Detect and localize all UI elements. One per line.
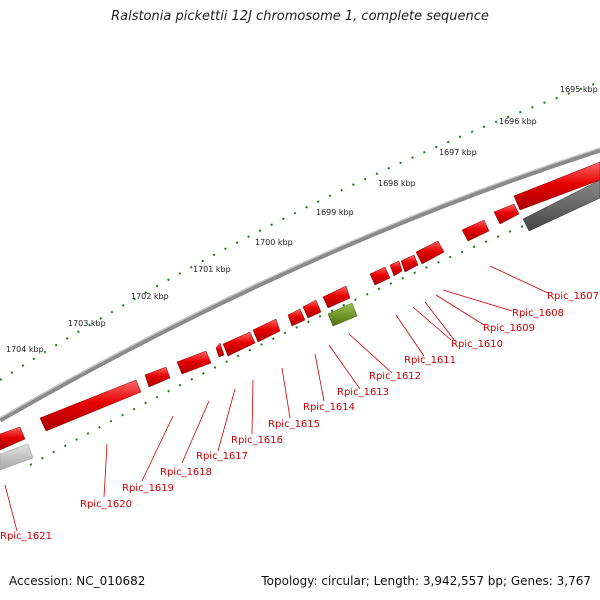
gene-feature (389, 260, 403, 277)
gene-label-rpic-1612: Rpic_1612 (369, 371, 421, 382)
gene-label-lines (4, 265, 549, 532)
gene-feature (493, 203, 520, 225)
gene-features (0, 161, 600, 471)
gene-label-rpic-1618: Rpic_1618 (160, 467, 212, 478)
kbp-label-1702: 1702 kbp (131, 292, 169, 301)
gene-label-rpic-1615: Rpic_1615 (268, 419, 320, 430)
gene-feature (400, 254, 419, 273)
kbp-label-1697: 1697 kbp (439, 148, 477, 157)
kbp-label-1703: 1703 kbp (68, 319, 106, 328)
kbp-label-1699: 1699 kbp (316, 208, 354, 217)
gene-label-rpic-1608: Rpic_1608 (512, 308, 564, 319)
gene-label-rpic-1620: Rpic_1620 (80, 499, 132, 510)
gene-feature (252, 318, 281, 343)
gene-feature (369, 266, 391, 286)
gene-feature-other (0, 443, 34, 471)
gene-feature (176, 350, 212, 375)
gene-feature-selected (327, 302, 358, 327)
kbp-label-1695: 1695 kbp (560, 85, 598, 94)
gene-label-rpic-1619: Rpic_1619 (122, 483, 174, 494)
gene-label-rpic-1610: Rpic_1610 (451, 339, 503, 350)
gene-feature (461, 219, 490, 242)
gene-feature (302, 299, 322, 319)
gene-label-rpic-1607: Rpic_1607 (547, 291, 599, 302)
inner-scale-ticks (29, 194, 600, 466)
gene-labels: Rpic_1607 Rpic_1608 Rpic_1609 Rpic_1610 … (0, 291, 599, 542)
gene-feature (39, 379, 142, 432)
gene-label-rpic-1613: Rpic_1613 (337, 387, 389, 398)
gene-label-rpic-1617: Rpic_1617 (196, 451, 248, 462)
accession-text: Accession: NC_010682 (9, 574, 146, 588)
gene-label-rpic-1611: Rpic_1611 (404, 355, 456, 366)
gene-label-rpic-1621: Rpic_1621 (0, 531, 52, 542)
gene-feature (0, 426, 26, 451)
gene-feature (144, 366, 171, 388)
gene-feature (287, 308, 306, 327)
map-title: Ralstonia pickettii 12J chromosome 1, co… (111, 9, 489, 24)
kbp-labels: 1695 kbp 1696 kbp 1697 kbp 1698 kbp 1699… (6, 85, 598, 354)
gene-label-rpic-1616: Rpic_1616 (231, 435, 283, 446)
gene-label-rpic-1614: Rpic_1614 (303, 402, 355, 413)
kbp-label-1701: 1701 kbp (193, 265, 231, 274)
gene-feature (215, 342, 225, 358)
kbp-label-1698: 1698 kbp (378, 179, 416, 188)
gene-feature (513, 161, 600, 211)
chromosome-backbone (0, 147, 600, 423)
kbp-label-1700: 1700 kbp (255, 238, 293, 247)
gene-feature (415, 240, 445, 265)
gene-label-rpic-1609: Rpic_1609 (483, 323, 535, 334)
gene-feature (322, 285, 351, 309)
gene-feature-other (522, 179, 600, 232)
topology-summary-text: Topology: circular; Length: 3,942,557 bp… (261, 574, 591, 588)
gene-feature (222, 331, 256, 357)
kbp-label-1696: 1696 kbp (499, 117, 537, 126)
kbp-label-1704: 1704 kbp (6, 345, 44, 354)
